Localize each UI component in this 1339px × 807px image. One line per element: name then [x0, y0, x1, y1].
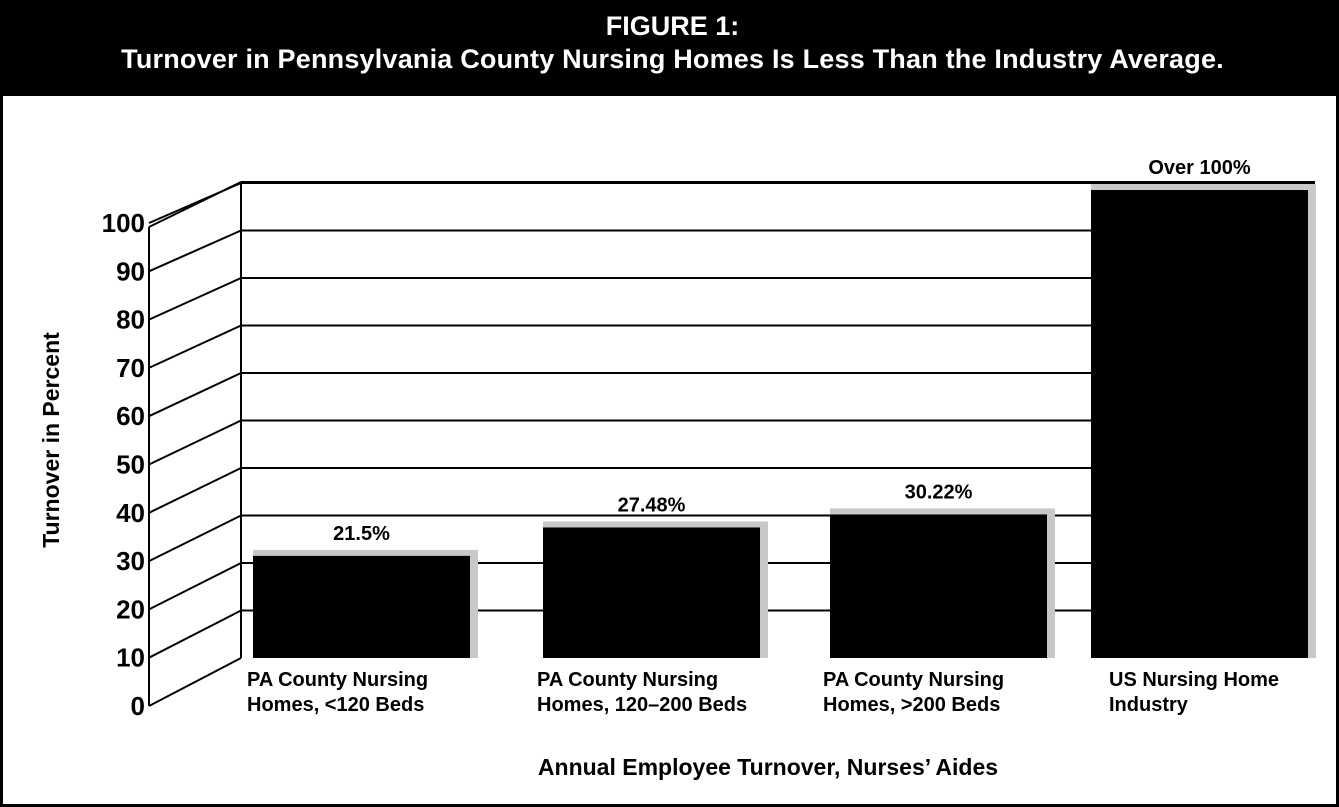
- category-label: PA County Nursing: [537, 669, 718, 691]
- figure-title: Turnover in Pennsylvania County Nursing …: [121, 44, 1224, 74]
- gridline-diagonal: [148, 657, 242, 707]
- gridline-diagonal: [148, 372, 242, 418]
- y-tick-label: 50: [116, 450, 145, 480]
- data-labels: 21.5% 27.48% 30.22% Over 100%: [333, 157, 1251, 545]
- gridline-diagonal: [148, 229, 242, 273]
- bar: [543, 527, 760, 658]
- gridline-diagonal: [148, 562, 242, 611]
- bar: [1091, 190, 1308, 658]
- y-axis-title: Turnover in Percent: [38, 332, 64, 548]
- bar: [830, 514, 1047, 658]
- category-label: Industry: [1109, 694, 1189, 716]
- y-tick-label: 20: [116, 594, 145, 624]
- gridline-diagonal: [148, 514, 242, 562]
- data-label: 30.22%: [905, 481, 973, 503]
- y-tick-labels: 0 10 20 30 40 50 60 70 80 90 100: [102, 208, 145, 721]
- figure-number: FIGURE 1:: [605, 11, 740, 41]
- y-tick-label: 90: [116, 256, 145, 286]
- x-axis-title: Annual Employee Turnover, Nurses’ Aides: [538, 754, 998, 780]
- data-label: 21.5%: [333, 523, 390, 545]
- category-label: PA County Nursing: [823, 669, 1004, 691]
- gridline-diagonal: [148, 182, 242, 224]
- category-label: US Nursing Home: [1109, 669, 1279, 691]
- y-tick-label: 10: [116, 643, 145, 673]
- y-tick-label: 70: [116, 353, 145, 383]
- category-labels: PA County Nursing Homes, <120 Beds PA Coun…: [247, 669, 1279, 716]
- gridline-diagonal: [148, 277, 242, 321]
- y-tick-label: 80: [116, 305, 145, 335]
- category-label: PA County Nursing: [247, 669, 428, 691]
- category-label: Homes, 120–200 Beds: [537, 694, 747, 716]
- y-tick-label: 40: [116, 498, 145, 528]
- y-tick-label: 30: [116, 546, 145, 576]
- category-label: Homes, <120 Beds: [247, 694, 424, 716]
- figure-header: FIGURE 1: Turnover in Pennsylvania Count…: [3, 0, 1336, 96]
- bar: [253, 555, 470, 658]
- y-tick-label: 0: [131, 691, 145, 721]
- category-label: Homes, >200 Beds: [823, 694, 1000, 716]
- gridline-diagonal: [148, 467, 242, 514]
- data-label: 27.48%: [618, 494, 686, 516]
- bars: [253, 184, 1316, 658]
- gridline-diagonal: [148, 419, 242, 466]
- y-tick-label: 100: [102, 208, 145, 238]
- data-label: Over 100%: [1148, 157, 1251, 179]
- gridline-diagonal: [148, 609, 242, 659]
- gridline-diagonal: [148, 324, 242, 369]
- y-tick-label: 60: [116, 401, 145, 431]
- bar-chart: 0 10 20 30 40 50 60 70 80 90 100 21.5% 27.48% 30.22%…: [38, 157, 1316, 780]
